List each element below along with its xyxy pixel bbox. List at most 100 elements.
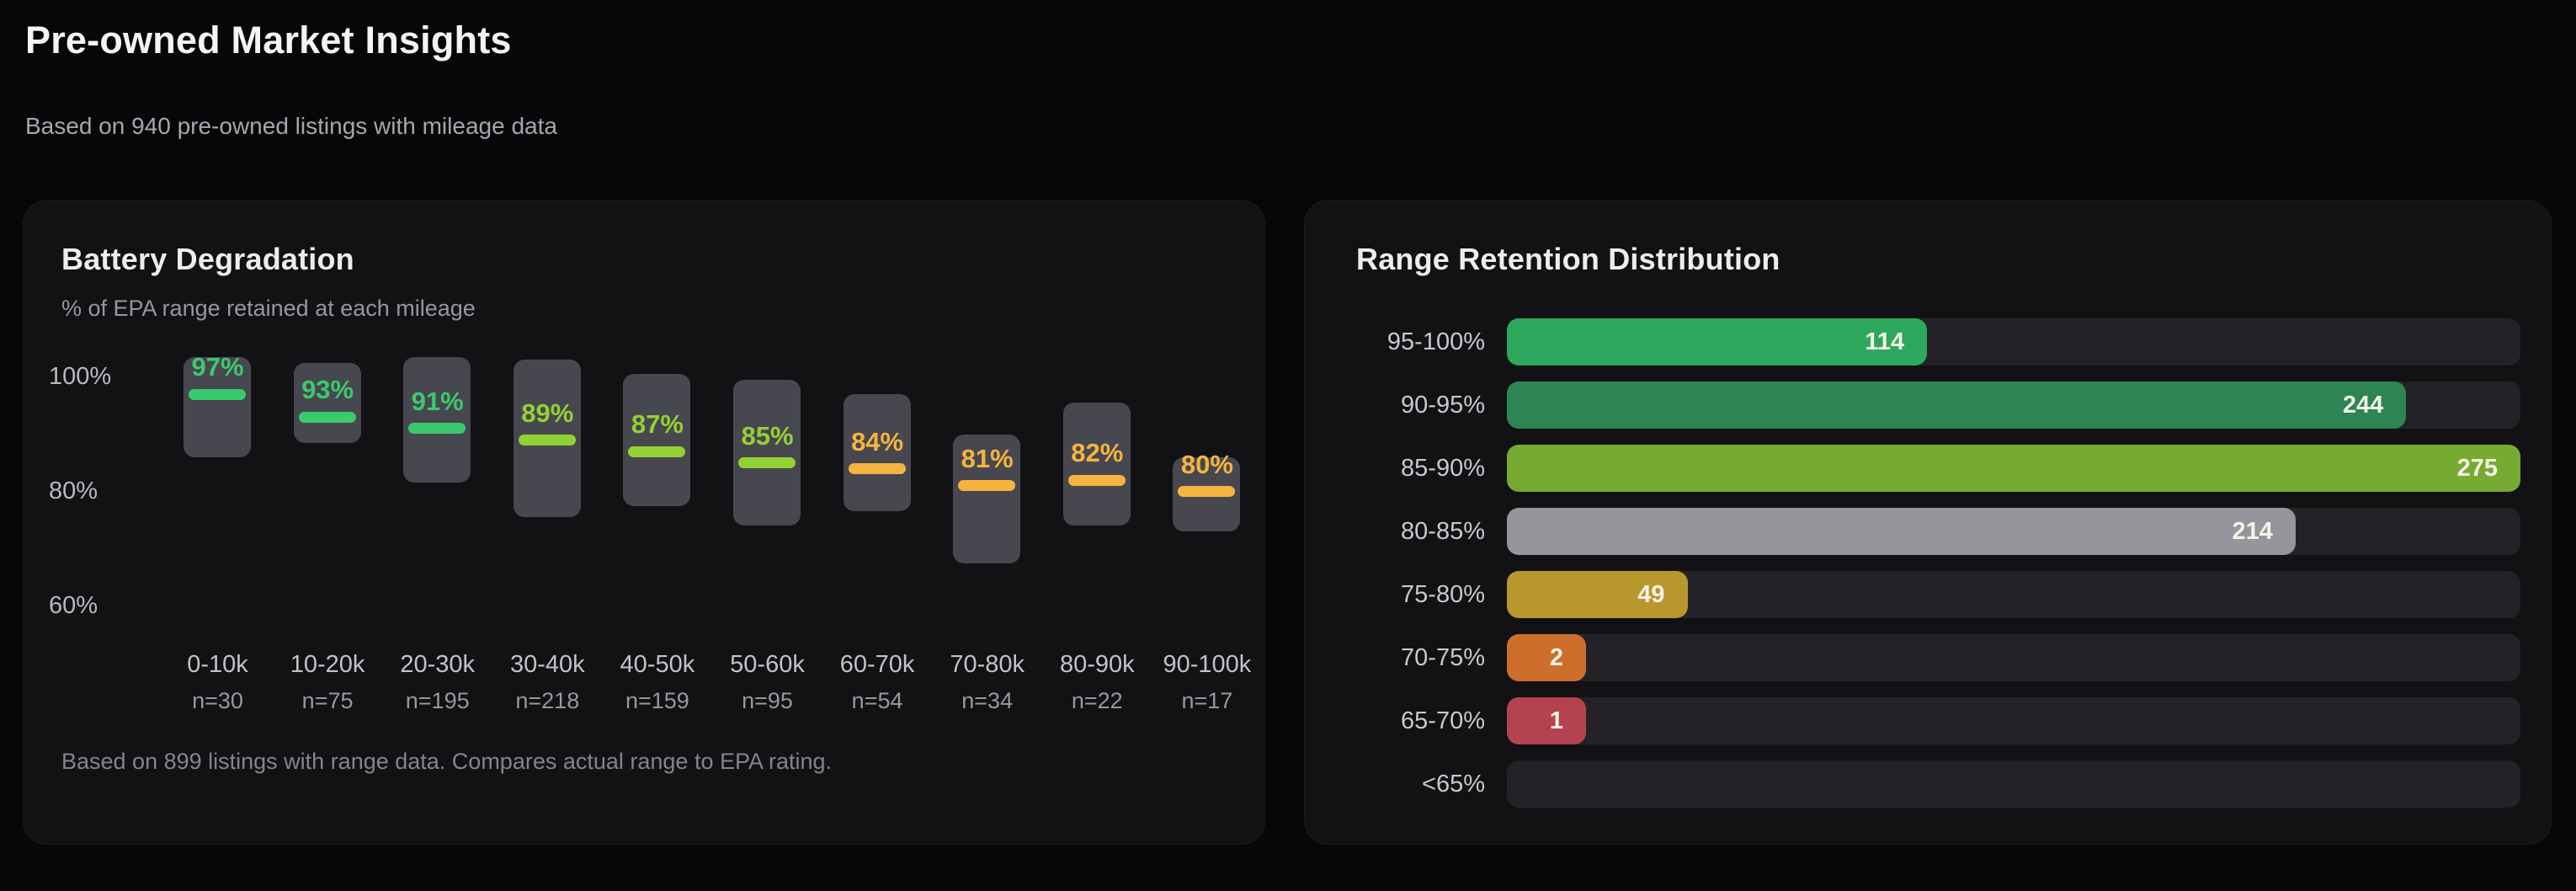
page-subtitle: Based on 940 pre-owned listings with mil… xyxy=(25,113,557,139)
bar-value-label: 1 xyxy=(1549,707,1563,734)
range-box xyxy=(403,356,471,483)
bar-fill: 244 xyxy=(1507,381,2407,429)
bar-track xyxy=(1507,760,2520,808)
battery-card-title: Battery Degradation xyxy=(61,242,354,276)
sample-size-label: n=34 xyxy=(961,688,1014,713)
battery-degradation-chart: 97% 0-10k n=30 93% 10-20k n=75 91% 20-30k n=195 8… xyxy=(162,343,1265,739)
median-label: 82% xyxy=(1071,438,1124,468)
retention-bucket-label: 65-70% xyxy=(1401,707,1485,734)
median-label: 81% xyxy=(961,443,1014,473)
range-box xyxy=(623,374,691,506)
range-box xyxy=(733,380,801,526)
median-marker xyxy=(298,411,356,423)
retention-bucket-label: 90-95% xyxy=(1401,391,1485,419)
bar-track: 275 xyxy=(1507,445,2520,492)
retention-row: <65% xyxy=(1343,760,2520,808)
median-marker xyxy=(1178,486,1236,498)
median-label: 93% xyxy=(301,375,354,405)
median-label: 85% xyxy=(741,420,794,451)
sample-size-label: n=159 xyxy=(625,688,689,713)
bar-value-label: 2 xyxy=(1549,643,1563,671)
y-tick-label: 100% xyxy=(49,362,112,390)
mileage-column: 93% 10-20k n=75 xyxy=(273,343,383,739)
y-tick-label: 80% xyxy=(49,477,98,504)
range-retention-chart: 95-100% 114 90-95% 244 85-90% 275 80-85% 214 75-… xyxy=(1343,318,2520,808)
retention-row: 75-80% 49 xyxy=(1343,571,2520,618)
median-marker xyxy=(408,423,466,435)
sample-size-label: n=22 xyxy=(1071,688,1123,713)
median-label: 97% xyxy=(191,352,244,382)
mileage-column: 85% 50-60k n=95 xyxy=(712,343,822,739)
bar-track: 1 xyxy=(1507,697,2520,744)
mileage-bucket-label: 90-100k xyxy=(1163,651,1252,678)
bar-value-label: 244 xyxy=(2342,391,2384,419)
range-box xyxy=(843,394,911,512)
range-box xyxy=(1062,403,1131,526)
median-marker xyxy=(189,388,246,400)
bar-track: 214 xyxy=(1507,508,2520,555)
page-title: Pre-owned Market Insights xyxy=(25,19,512,61)
range-card-title: Range Retention Distribution xyxy=(1356,242,1780,276)
mileage-column: 84% 60-70k n=54 xyxy=(822,343,933,739)
retention-bucket-label: 70-75% xyxy=(1401,643,1485,671)
bar-fill: 214 xyxy=(1507,508,2296,555)
median-marker xyxy=(738,457,796,469)
median-label: 87% xyxy=(631,409,684,440)
retention-bucket-label: 85-90% xyxy=(1401,454,1485,482)
bar-fill: 114 xyxy=(1507,318,1928,365)
mileage-column: 82% 80-90k n=22 xyxy=(1042,343,1152,739)
bar-value-label: 214 xyxy=(2232,517,2273,545)
median-label: 89% xyxy=(521,397,574,428)
y-tick-label: 60% xyxy=(49,591,98,619)
mileage-column: 97% 0-10k n=30 xyxy=(162,343,273,739)
median-label: 84% xyxy=(851,426,904,456)
retention-row: 65-70% 1 xyxy=(1343,697,2520,744)
battery-card-subtitle: % of EPA range retained at each mileage xyxy=(61,296,476,321)
median-marker xyxy=(518,435,576,446)
median-marker xyxy=(958,480,1016,492)
bar-track: 244 xyxy=(1507,381,2520,429)
battery-degradation-card: Battery Degradation % of EPA range retai… xyxy=(23,200,1265,845)
bar-value-label: 49 xyxy=(1637,580,1665,608)
mileage-column: 91% 20-30k n=195 xyxy=(382,343,492,739)
mileage-bucket-label: 0-10k xyxy=(187,651,248,678)
mileage-bucket-label: 60-70k xyxy=(839,651,915,678)
retention-bucket-label: 75-80% xyxy=(1401,580,1485,608)
range-box xyxy=(293,362,361,443)
median-marker xyxy=(1067,474,1126,486)
sample-size-label: n=30 xyxy=(192,688,243,713)
battery-card-footnote: Based on 899 listings with range data. C… xyxy=(61,749,833,774)
sample-size-label: n=195 xyxy=(405,688,470,713)
bar-fill: 2 xyxy=(1507,634,1586,681)
bar-value-label: 275 xyxy=(2456,454,2498,482)
retention-row: 80-85% 214 xyxy=(1343,508,2520,555)
range-box xyxy=(953,434,1021,563)
mileage-column: 80% 90-100k n=17 xyxy=(1152,343,1262,739)
median-label: 91% xyxy=(411,386,464,416)
sample-size-label: n=54 xyxy=(851,688,903,713)
mileage-column: 89% 30-40k n=218 xyxy=(492,343,603,739)
retention-bucket-label: 80-85% xyxy=(1401,517,1485,545)
mileage-column: 81% 70-80k n=34 xyxy=(932,343,1042,739)
sample-size-label: n=95 xyxy=(742,688,793,713)
mileage-bucket-label: 30-40k xyxy=(509,651,585,678)
mileage-bucket-label: 50-60k xyxy=(730,651,805,678)
bar-fill: 49 xyxy=(1507,571,1688,618)
bar-fill: 1 xyxy=(1507,697,1586,744)
mileage-bucket-label: 80-90k xyxy=(1059,651,1135,678)
range-retention-card: Range Retention Distribution 95-100% 114 9… xyxy=(1304,200,2552,845)
bar-track: 49 xyxy=(1507,571,2520,618)
median-marker xyxy=(628,446,686,457)
retention-row: 70-75% 2 xyxy=(1343,634,2520,681)
range-box xyxy=(184,356,251,457)
retention-bucket-label: <65% xyxy=(1422,770,1485,798)
mileage-bucket-label: 70-80k xyxy=(950,651,1025,678)
bar-fill: 275 xyxy=(1507,445,2520,492)
retention-row: 95-100% 114 xyxy=(1343,318,2520,365)
retention-row: 85-90% 275 xyxy=(1343,445,2520,492)
sample-size-label: n=218 xyxy=(515,688,580,713)
mileage-bucket-label: 40-50k xyxy=(620,651,695,678)
mileage-column: 87% 40-50k n=159 xyxy=(602,343,712,739)
median-marker xyxy=(848,463,906,474)
bar-track: 114 xyxy=(1507,318,2520,365)
